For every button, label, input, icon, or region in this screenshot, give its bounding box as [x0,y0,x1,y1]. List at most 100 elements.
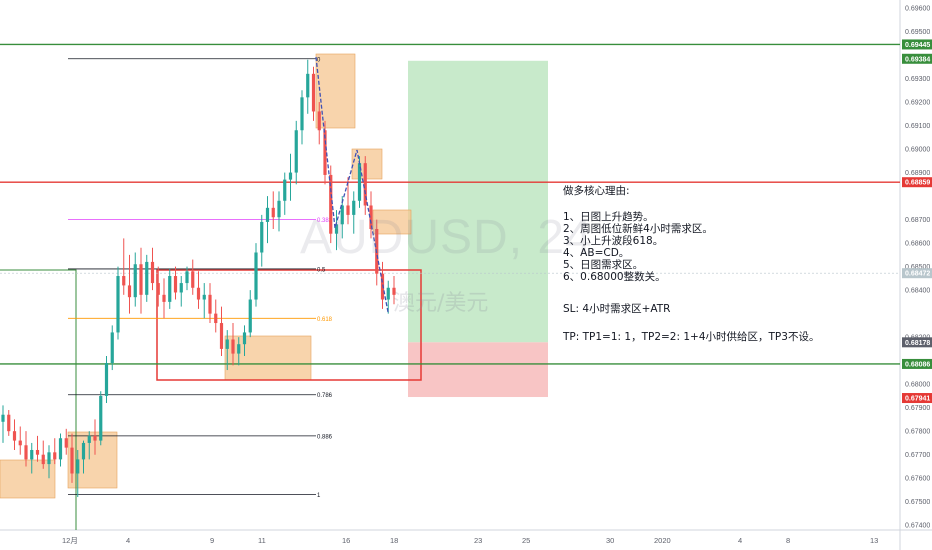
candle [346,177,350,225]
candle-body [214,313,218,324]
candle-body [334,224,339,234]
candle-body [191,271,195,288]
candle-body [104,363,109,396]
candle [70,433,74,483]
price-tick-1: 0.69500 [905,29,930,36]
profit-zone [408,60,548,343]
candle [76,449,80,498]
candle [225,330,229,371]
price-badge-text-3: 0.68472 [905,271,930,278]
fib-label-5: 0.886 [317,434,333,440]
candle-body [18,440,22,446]
candle [306,59,310,114]
candle-body [260,221,264,253]
candle-body [116,276,120,333]
time-tick-12: 13 [870,536,878,545]
candle [369,191,373,239]
candle [179,276,183,307]
time-tick-8: 30 [606,536,614,545]
candle-body [271,207,275,218]
candle-body [294,130,298,173]
candle-body [283,179,287,201]
price-tick-4: 0.69100 [905,123,930,130]
candle-body [219,323,224,349]
candle [116,266,120,340]
candle [202,283,206,319]
candle [87,431,91,460]
candle [191,259,195,295]
candle-body [317,111,321,131]
candle [30,442,34,474]
candle [208,283,212,324]
candle [317,102,321,145]
candle [363,156,367,215]
candle-body [127,285,132,298]
candle [1,405,5,443]
candle [254,243,258,307]
candle [110,325,114,371]
time-tick-11: 8 [786,536,790,545]
time-tick-0: 12月 [62,536,78,545]
supply-zone-low [372,209,412,235]
candle-body [122,276,126,286]
price-tick-12: 0.68000 [905,382,930,389]
candle [196,271,201,309]
daily-demand-zone [224,335,312,381]
candle [58,433,63,467]
candle [277,191,281,232]
candle-body [70,447,74,474]
price-tick-2: 0.69300 [905,76,930,83]
reason-6: 6、0.68000整数关。 [563,271,666,283]
candle-body [24,445,28,460]
candle [248,290,252,338]
candle-body [53,452,57,460]
candle [127,254,132,314]
price-tick-9: 0.68500 [905,264,930,271]
price-badge-text-5: 0.68086 [905,361,930,368]
candle-body [7,414,11,432]
candle [12,419,17,450]
candle [311,66,316,121]
candle-body [288,172,293,180]
price-tick-5: 0.69000 [905,147,930,154]
time-tick-7: 25 [522,536,530,545]
candle-body [311,73,316,112]
candle-body [386,287,390,300]
price-badge-3 [902,268,932,279]
candle [156,266,160,307]
candle [288,153,293,201]
candle [294,120,298,185]
4h-demand-zone [67,431,118,489]
candle-body [300,97,304,131]
candle-body [248,299,252,333]
candle-body [254,252,258,300]
price-tick-15: 0.67700 [905,452,930,459]
candle [231,323,235,366]
candle [300,90,304,145]
candle [93,419,97,455]
supply-zone-mid [351,148,383,180]
candle [283,172,287,215]
fib-label-6: 1 [317,493,321,499]
time-tick-4: 16 [342,536,350,545]
supply-zone-top [315,53,356,129]
candle-body [352,200,356,215]
candle-body [64,438,68,448]
price-badge-text-4: 0.68178 [905,340,930,347]
price-badge-4 [902,337,932,348]
candle-body [150,261,155,284]
time-tick-6: 23 [474,536,482,545]
abcd-pattern-line [315,56,389,313]
price-badge-text-0: 0.69445 [905,42,930,49]
price-badge-1 [902,53,932,64]
price-badge-text-6: 0.67941 [905,396,930,403]
candle-body [168,276,172,302]
candle-body [196,287,201,300]
candle-body [12,431,17,441]
candle-body [145,261,149,295]
candle-body [99,395,103,441]
fib-label-2: 0.5 [317,267,326,273]
fib-label-3: 0.618 [317,317,333,323]
candle [340,196,344,239]
